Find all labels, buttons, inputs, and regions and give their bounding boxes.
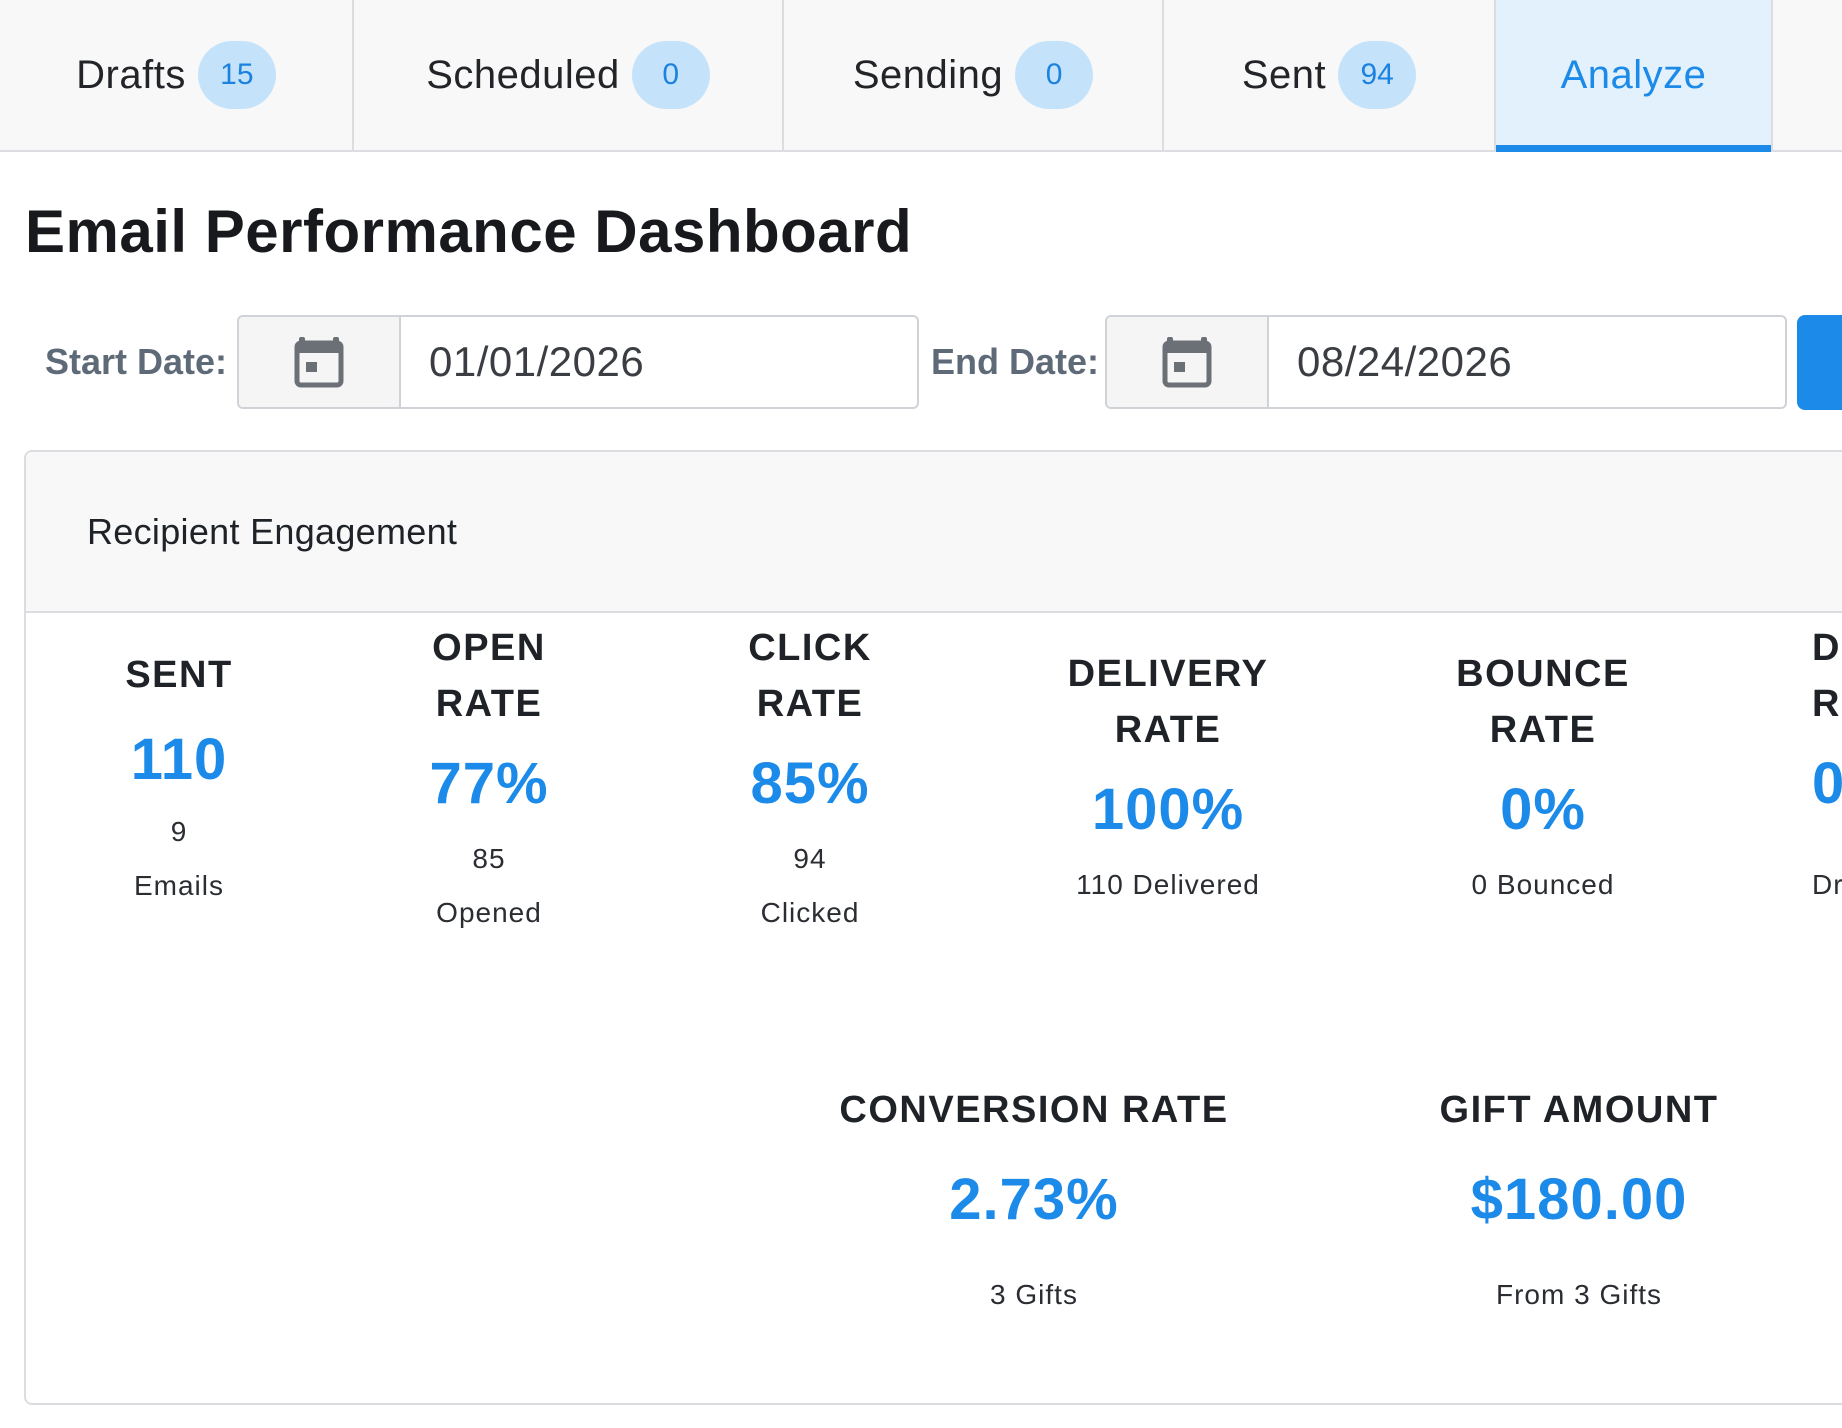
card-header: Recipient Engagement xyxy=(26,452,1842,613)
card-title: Recipient Engagement xyxy=(87,510,458,552)
stat-partial: D R 0 Dr xyxy=(1812,620,1842,912)
end-date-calendar-button[interactable] xyxy=(1107,317,1269,407)
stat-count: 94 xyxy=(793,843,827,874)
stat-sent: SENT 110 9 Emails xyxy=(59,647,299,913)
stat-caption: Clicked xyxy=(760,897,860,928)
stat-label: BOUNCE xyxy=(1456,653,1630,695)
tab-analyze[interactable]: Analyze xyxy=(1496,0,1773,152)
stat-value: 85% xyxy=(750,751,870,816)
stat-label-line2: R xyxy=(1812,683,1841,725)
stat-value: $180.00 xyxy=(1470,1167,1688,1232)
stat-gift-amount: GIFT AMOUNT $180.00 From 3 Gifts xyxy=(1379,1082,1779,1322)
tab-label: Sending xyxy=(852,52,1004,97)
stat-value: 2.73% xyxy=(949,1167,1119,1232)
stat-label: SENT xyxy=(125,654,233,696)
tab-label: Analyze xyxy=(1560,52,1707,97)
stat-label-line2: RATE xyxy=(756,683,864,725)
start-date-input[interactable]: 01/01/2026 xyxy=(429,338,645,385)
tab-sending[interactable]: Sending 0 xyxy=(784,0,1164,150)
apply-button[interactable] xyxy=(1797,315,1842,410)
tab-label: Drafts xyxy=(76,52,186,97)
tab-label: Scheduled xyxy=(426,52,620,97)
stat-value: 0% xyxy=(1500,777,1586,842)
tab-scheduled[interactable]: Scheduled 0 xyxy=(354,0,784,150)
tab-label: Sent xyxy=(1241,52,1327,97)
stat-label: CONVERSION RATE xyxy=(839,1089,1229,1131)
count-badge: 94 xyxy=(1338,41,1417,109)
count-badge: 0 xyxy=(1015,41,1094,109)
start-date-calendar-button[interactable] xyxy=(239,317,401,407)
calendar-icon xyxy=(294,337,344,388)
stat-label: D xyxy=(1812,627,1841,669)
stat-caption: Dr xyxy=(1812,869,1842,900)
stat-caption: 3 Gifts xyxy=(990,1279,1078,1310)
stat-caption: Opened xyxy=(436,897,542,928)
stat-count: 9 xyxy=(170,816,188,847)
stat-caption: 110 Delivered xyxy=(1076,869,1260,900)
stat-open-rate: OPEN RATE 77% 85 Opened xyxy=(369,620,609,940)
stat-caption: From 3 Gifts xyxy=(1495,1279,1662,1310)
stat-label: DELIVERY xyxy=(1067,653,1269,695)
stat-click-rate: CLICK RATE 85% 94 Clicked xyxy=(690,620,930,940)
stat-value: 77% xyxy=(429,751,549,816)
start-date-label: Start Date: xyxy=(45,341,228,382)
calendar-icon xyxy=(1162,337,1212,388)
tab-sent[interactable]: Sent 94 xyxy=(1164,0,1496,150)
stat-conversion-rate: CONVERSION RATE 2.73% 3 Gifts xyxy=(814,1082,1254,1322)
stat-caption: Emails xyxy=(133,870,224,901)
end-date-label: End Date: xyxy=(931,341,1100,382)
count-badge: 0 xyxy=(631,41,710,109)
stat-label: CLICK xyxy=(748,627,872,669)
stat-count: 85 xyxy=(472,843,506,874)
stat-label-line2: RATE xyxy=(1114,709,1222,751)
stat-caption: 0 Bounced xyxy=(1471,869,1615,900)
stat-label-line2: RATE xyxy=(1489,709,1597,751)
start-date-picker: 01/01/2026 xyxy=(237,315,919,409)
stat-label: GIFT AMOUNT xyxy=(1439,1089,1719,1131)
page-title: Email Performance Dashboard xyxy=(25,198,913,265)
stat-value: 100% xyxy=(1091,777,1245,842)
tab-bar: Drafts 15 Scheduled 0 Sending 0 Sent 94 … xyxy=(0,0,1842,152)
end-date-picker: 08/24/2026 xyxy=(1105,315,1787,409)
stat-bounce-rate: BOUNCE RATE 0% 0 Bounced xyxy=(1403,646,1683,912)
stat-delivery-rate: DELIVERY RATE 100% 110 Delivered xyxy=(1018,646,1318,912)
stat-label: OPEN xyxy=(432,627,546,669)
stat-label-line2: RATE xyxy=(435,683,543,725)
stat-value: 110 xyxy=(130,727,228,792)
count-badge: 15 xyxy=(197,41,276,109)
end-date-input[interactable]: 08/24/2026 xyxy=(1297,338,1513,385)
stat-value: 0 xyxy=(1812,751,1842,816)
tab-drafts[interactable]: Drafts 15 xyxy=(0,0,354,150)
recipient-engagement-card: Recipient Engagement SENT 110 9 Emails O… xyxy=(24,450,1842,1405)
